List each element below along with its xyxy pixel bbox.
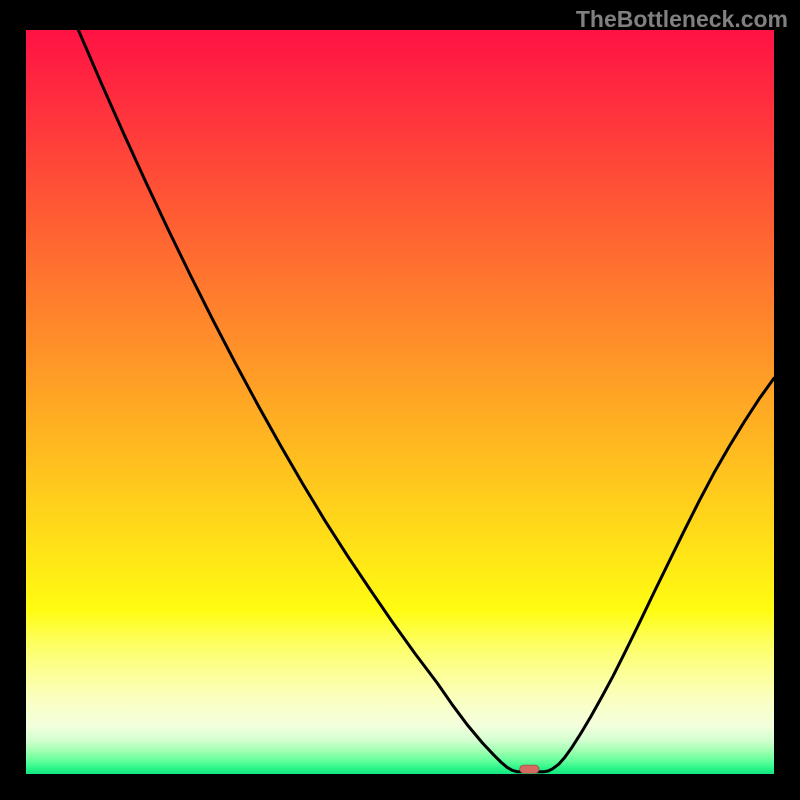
watermark-text: TheBottleneck.com bbox=[576, 6, 788, 33]
chart-svg bbox=[0, 0, 800, 800]
plot-background bbox=[26, 30, 774, 774]
optimal-point-marker bbox=[520, 765, 539, 773]
